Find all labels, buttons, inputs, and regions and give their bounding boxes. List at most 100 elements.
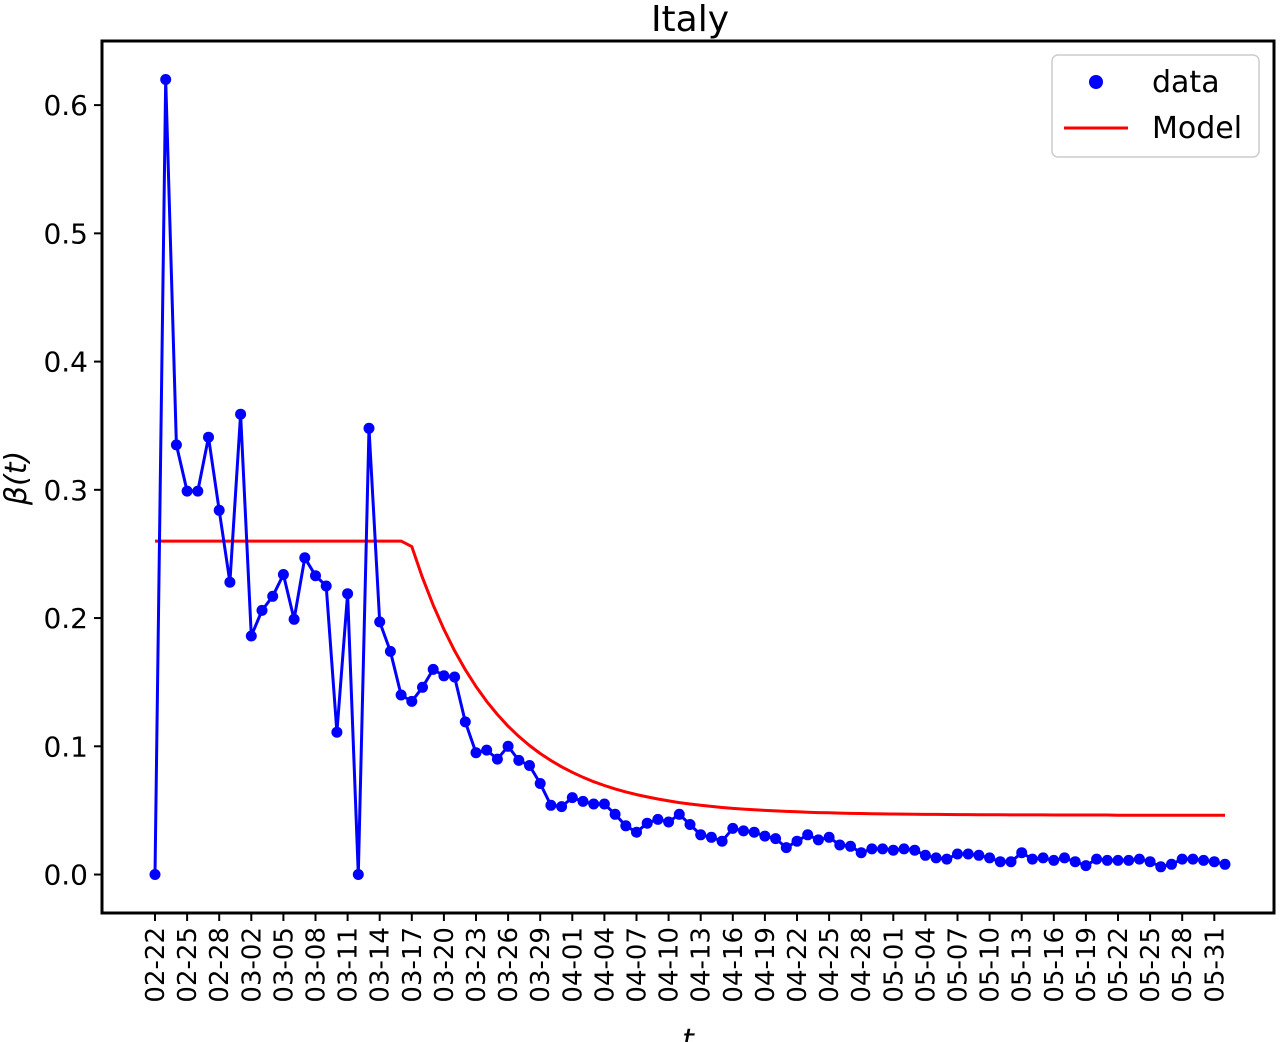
x-tick-label: 05-28: [1168, 927, 1198, 1003]
series-layer: [149, 74, 1231, 880]
x-tick-label: 05-19: [1072, 927, 1102, 1003]
data-point: [598, 798, 610, 810]
data-point: [727, 822, 739, 834]
y-tick-label: 0.3: [43, 474, 88, 507]
legend-data-label: data: [1152, 65, 1220, 100]
y-tick-label: 0.5: [43, 217, 88, 250]
data-point: [1016, 847, 1028, 859]
data-point: [438, 670, 450, 682]
data-point: [673, 808, 685, 820]
data-point: [631, 826, 642, 838]
data-point: [834, 839, 846, 851]
data-point: [1208, 856, 1220, 868]
data-point: [310, 570, 321, 582]
data-point: [406, 695, 418, 707]
data-point: [160, 74, 172, 85]
data-point: [984, 852, 996, 864]
data-point: [812, 834, 824, 846]
data-point: [791, 835, 803, 847]
data-point: [170, 439, 182, 451]
x-tick-label: 03-11: [334, 927, 364, 1003]
x-tick-label: 04-10: [655, 927, 685, 1003]
data-point: [941, 853, 953, 865]
data-point: [342, 588, 354, 600]
x-tick-label: 04-28: [847, 927, 877, 1003]
x-tick-label: 03-26: [494, 927, 524, 1003]
x-tick-label: 03-08: [302, 927, 332, 1003]
data-point: [973, 849, 985, 861]
data-point: [1198, 854, 1210, 866]
data-point: [192, 485, 204, 497]
data-point: [449, 671, 461, 683]
x-tick-label: 05-10: [976, 927, 1006, 1003]
x-tick-label: 03-20: [430, 927, 460, 1003]
data-point: [802, 829, 814, 841]
data-point: [417, 681, 428, 693]
data-point: [213, 504, 225, 516]
chart-title: Italy: [651, 0, 729, 40]
data-point: [267, 590, 279, 602]
data-point: [1166, 858, 1177, 870]
data-point: [952, 848, 963, 860]
data-point: [919, 849, 931, 861]
x-tick-label: 04-22: [783, 927, 813, 1003]
data-point: [684, 819, 696, 830]
x-tick-label: 02-28: [205, 927, 235, 1003]
x-tick-label: 03-05: [269, 927, 299, 1003]
data-point: [566, 792, 578, 804]
x-tick-label: 05-22: [1104, 927, 1134, 1003]
y-tick-label: 0.4: [43, 346, 88, 379]
data-point: [256, 604, 268, 616]
x-tick-label: 05-16: [1040, 927, 1070, 1003]
data-point: [748, 826, 760, 838]
x-tick-label: 03-17: [398, 927, 428, 1003]
data-point: [481, 744, 493, 756]
data-point: [663, 816, 675, 828]
data-point: [845, 840, 856, 852]
data-point: [534, 778, 546, 789]
data-point: [524, 760, 535, 771]
legend-model-label: Model: [1152, 111, 1242, 146]
data-point: [780, 842, 792, 854]
x-tick-label: 04-07: [623, 927, 653, 1003]
data-point: [705, 831, 717, 843]
y-tick-label: 0.6: [43, 89, 88, 122]
data-point: [545, 799, 557, 811]
data-point: [203, 431, 214, 443]
y-axis-label: β(t): [0, 451, 34, 506]
data-point: [470, 747, 482, 759]
data-point: [1059, 852, 1070, 864]
data-point: [909, 844, 921, 856]
data-point: [620, 820, 632, 832]
data-point: [374, 616, 386, 628]
data-point: [1187, 853, 1199, 865]
x-axis-label: t: [682, 1023, 695, 1042]
data-point: [641, 817, 653, 829]
data-point: [887, 844, 899, 856]
y-axis: 0.0 0.1 0.2 0.3 0.4 0.5 0.6: [43, 89, 102, 892]
data-point: [149, 869, 161, 880]
data-point: [994, 856, 1006, 868]
data-point: [1112, 854, 1124, 866]
x-axis: 02-22 02-25 02-28 03-02 03-05 03-08 03-11 03-14…: [141, 913, 1230, 1003]
data-point: [513, 754, 525, 766]
data-point: [363, 422, 375, 434]
data-point: [502, 740, 514, 752]
y-tick-label: 0.1: [43, 730, 88, 763]
data-point: [277, 569, 289, 580]
data-point: [877, 843, 889, 855]
data-point: [1101, 854, 1113, 866]
data-point: [1091, 853, 1103, 865]
x-tick-label: 04-13: [687, 927, 717, 1003]
data-point: [491, 753, 503, 765]
data-point: [1037, 852, 1049, 864]
data-point: [1133, 853, 1145, 865]
data-point: [823, 831, 835, 843]
data-point: [962, 848, 974, 860]
data-point: [652, 813, 664, 825]
data-point: [245, 630, 257, 642]
data-point: [866, 843, 878, 855]
data-point: [224, 576, 236, 588]
series-line-data: [153, 78, 1226, 876]
